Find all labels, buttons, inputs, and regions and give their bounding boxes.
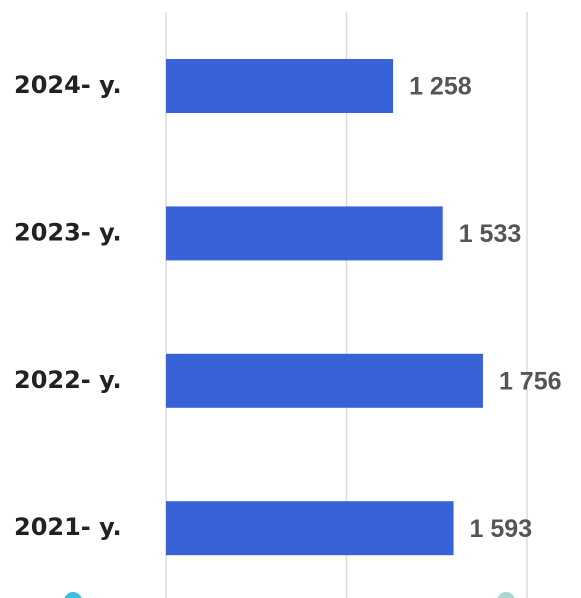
value-label: 1 258 [409, 73, 472, 101]
value-label: 1 593 [470, 515, 533, 543]
y-tick-label: 2021- y. [14, 513, 122, 541]
decor-dot [64, 592, 82, 598]
value-label: 1 756 [499, 367, 562, 395]
y-tick-label: 2023- y. [14, 218, 122, 246]
bar [166, 353, 483, 408]
decor-dot [497, 592, 515, 598]
bar [166, 206, 443, 261]
bar [166, 59, 394, 113]
y-tick-label: 2024- y. [14, 71, 122, 99]
y-tick-label: 2022- y. [14, 366, 122, 394]
value-label: 1 533 [459, 220, 522, 248]
bar [166, 501, 454, 556]
